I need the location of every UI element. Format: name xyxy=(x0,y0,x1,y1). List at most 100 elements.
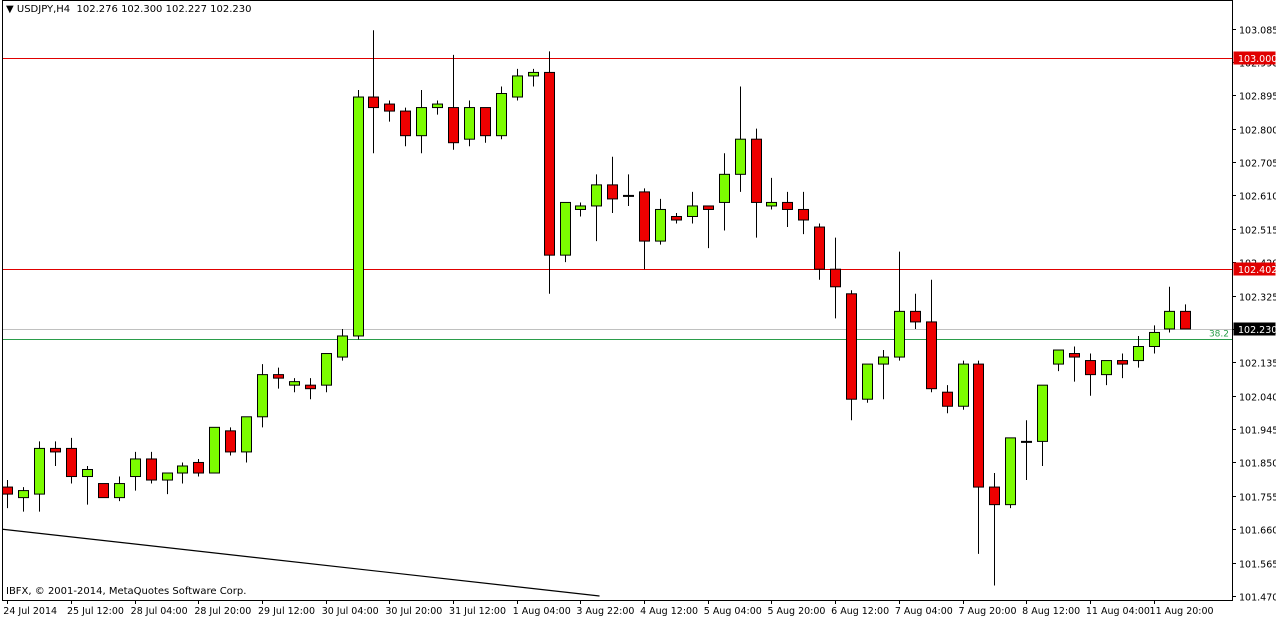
candle xyxy=(575,202,586,217)
time-tick-label: 8 Aug 12:00 xyxy=(1022,606,1080,617)
candle-body xyxy=(305,384,316,390)
candle-body xyxy=(591,184,602,207)
time-tick-label: 5 Aug 04:00 xyxy=(704,606,762,617)
candle xyxy=(623,174,634,206)
candle xyxy=(1085,353,1096,396)
candle xyxy=(894,251,905,361)
candle xyxy=(241,416,252,463)
ohlc-values: 102.276 102.300 102.227 102.230 xyxy=(76,4,252,15)
candle xyxy=(66,437,77,484)
time-tick-label: 1 Aug 04:00 xyxy=(513,606,571,617)
candle xyxy=(146,451,157,484)
level-tag-0-bg xyxy=(1233,51,1276,65)
candle-body xyxy=(321,353,332,386)
candle-body xyxy=(1133,346,1144,362)
current-price-tag-label: 102.230 xyxy=(1238,325,1276,336)
candle xyxy=(432,100,443,115)
candle-body xyxy=(353,96,364,337)
candle-body xyxy=(575,205,586,210)
candle xyxy=(162,472,173,495)
time-tick-label: 28 Jul 20:00 xyxy=(194,606,251,617)
candle xyxy=(416,89,427,154)
candle-body xyxy=(942,391,953,407)
candle xyxy=(257,364,268,428)
candle-body xyxy=(225,430,236,453)
candle-body xyxy=(560,201,571,256)
candle xyxy=(305,378,316,400)
candle xyxy=(1037,384,1048,466)
candle xyxy=(751,128,762,238)
price-tick-label: 102.135 xyxy=(1239,359,1276,370)
candle xyxy=(798,191,809,235)
fib-label: 38.2 xyxy=(1209,330,1229,340)
symbol-menu-icon[interactable]: ▼ xyxy=(6,4,17,15)
candle-body xyxy=(114,483,125,499)
candle-body xyxy=(2,486,13,495)
candle xyxy=(34,441,45,512)
time-tick-label: 28 Jul 04:00 xyxy=(131,606,188,617)
candle xyxy=(209,426,220,474)
candle xyxy=(926,279,937,393)
candle xyxy=(528,68,539,87)
candle xyxy=(766,177,777,210)
candle-body xyxy=(814,226,825,270)
level-tag-1: 102.402 xyxy=(1233,262,1276,276)
candle-body xyxy=(1037,384,1048,442)
level-tag-1-bg xyxy=(1233,262,1276,276)
candle-body xyxy=(846,293,857,400)
candle xyxy=(1101,360,1112,386)
candle xyxy=(671,212,682,224)
candle-body xyxy=(416,107,427,137)
candle xyxy=(830,237,841,319)
candle-body xyxy=(257,374,268,418)
candle xyxy=(1053,349,1064,372)
candle-body xyxy=(241,416,252,453)
candle xyxy=(942,385,953,414)
time-tick-label: 11 Aug 20:00 xyxy=(1150,606,1214,617)
candle xyxy=(782,191,793,228)
candle xyxy=(1005,437,1016,509)
candle xyxy=(639,188,650,270)
candle-body xyxy=(400,110,411,137)
time-tick-label: 7 Aug 20:00 xyxy=(959,606,1017,617)
plot-frame xyxy=(2,0,1233,601)
candle xyxy=(480,107,491,143)
price-tick-label: 101.660 xyxy=(1239,526,1276,537)
candle xyxy=(496,86,507,140)
candle-body xyxy=(337,335,348,358)
candle-body xyxy=(671,215,682,221)
candle xyxy=(973,360,984,554)
candle-body xyxy=(1005,437,1016,506)
price-tick-label: 102.705 xyxy=(1239,159,1276,170)
candle xyxy=(1149,325,1160,354)
candle-body xyxy=(368,96,379,109)
candle-body xyxy=(958,363,969,407)
candle-body xyxy=(607,184,618,200)
candle xyxy=(719,153,730,231)
candle-body xyxy=(830,268,841,288)
price-tick-label: 102.040 xyxy=(1239,393,1276,404)
candle xyxy=(1021,420,1032,481)
candle-body xyxy=(528,71,539,77)
candle-body xyxy=(782,201,793,210)
candle xyxy=(910,293,921,329)
candle xyxy=(353,89,364,340)
candle xyxy=(1180,304,1191,330)
candle-body xyxy=(989,486,1000,506)
candle-body xyxy=(1117,360,1128,365)
price-tick-label: 101.470 xyxy=(1239,593,1276,604)
time-tick-label: 6 Aug 12:00 xyxy=(831,606,889,617)
candles-group xyxy=(2,30,1191,586)
candle-body xyxy=(735,138,746,175)
current-price-tag-bg xyxy=(1233,322,1276,336)
candle xyxy=(814,223,825,280)
candle xyxy=(878,350,889,400)
candle xyxy=(2,480,13,509)
level-tag-1-label: 102.402 xyxy=(1238,265,1276,276)
candle-body xyxy=(544,71,555,256)
time-tick-label: 7 Aug 04:00 xyxy=(895,606,953,617)
symbol-label: USDJPY,H4 xyxy=(16,4,71,15)
candle-body xyxy=(193,461,204,474)
price-tags: 103.000 102.402 102.230 xyxy=(1233,51,1276,336)
